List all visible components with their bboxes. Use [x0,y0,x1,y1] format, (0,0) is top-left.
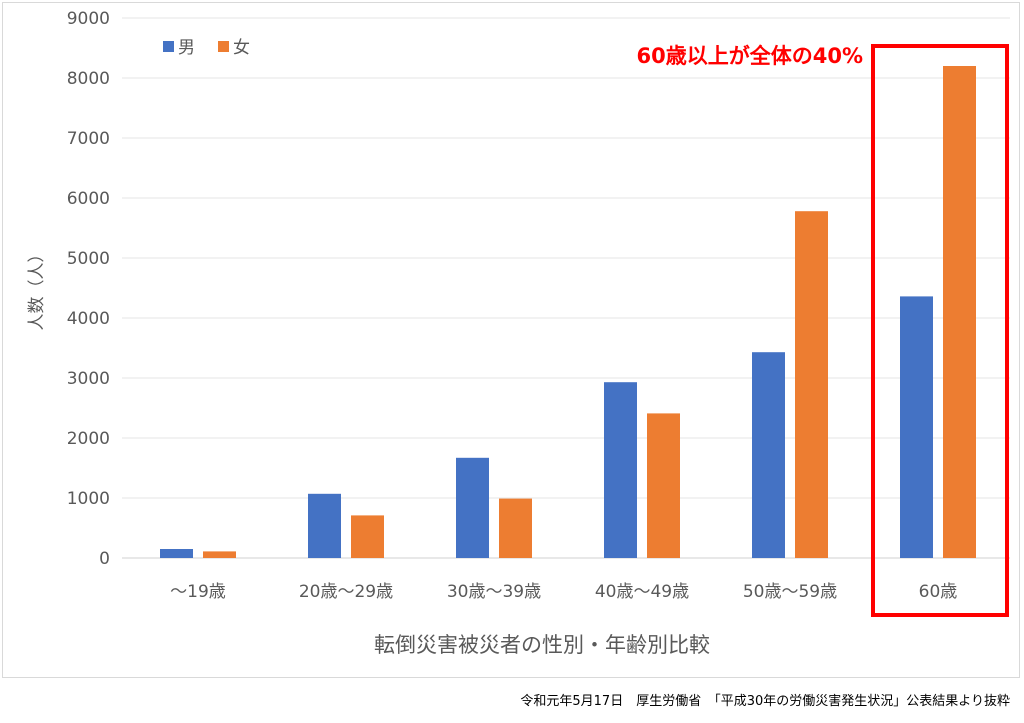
bar-male [900,296,933,558]
bar-male [456,457,489,558]
x-tick-label: 20歳～29歳 [299,582,393,602]
bar-female [647,413,680,558]
bar-female [943,66,976,558]
legend: 男女 [163,38,250,58]
gridlines [122,17,1010,559]
y-axis-ticks: 0 1000 2000 3000 4000 5000 6000 7000 8000 9000 [67,9,110,569]
y-tick-label: 9000 [67,9,110,29]
x-tick-label: 40歳～49歳 [595,582,689,602]
x-tick-label: 60歳 [919,582,958,602]
annotation-text: 60歳以上が全体の40% [637,44,864,68]
bar-female [351,515,384,558]
y-axis-label: 人数（人） [27,246,47,331]
x-axis-label: 転倒災害被災者の性別・年齢別比較 [374,633,710,657]
y-tick-label: 8000 [67,69,110,89]
bar-female [203,551,236,558]
source-note: 令和元年5月17日 厚生労働省 「平成30年の労働災害発生状況」公表結果より抜粋 [520,694,1010,709]
y-tick-label: 5000 [67,249,110,269]
x-axis-categories: ～19歳 20歳～29歳 30歳～39歳 40歳～49歳 50歳～59歳 60歳 [170,582,957,602]
bar-male [160,549,193,558]
y-tick-label: 4000 [67,309,110,329]
x-tick-label: 30歳～39歳 [447,582,541,602]
y-tick-label: 2000 [67,429,110,449]
legend-label: 女 [233,38,250,58]
bar-male [604,382,637,558]
legend-swatch [163,41,174,52]
y-tick-label: 1000 [67,489,110,509]
highlight-box [871,44,1009,617]
x-tick-label: ～19歳 [170,582,226,602]
x-tick-label: 50歳～59歳 [743,582,837,602]
bar-female [499,498,532,558]
bar-male [752,352,785,558]
legend-swatch [218,41,229,52]
y-tick-label: 6000 [67,189,110,209]
bar-female [795,211,828,558]
chart-frame [2,2,1020,678]
y-tick-label: 3000 [67,369,110,389]
legend-label: 男 [178,38,195,58]
bars [160,66,976,558]
y-tick-label: 0 [99,549,110,569]
y-tick-label: 7000 [67,129,110,149]
bar-male [308,493,341,558]
